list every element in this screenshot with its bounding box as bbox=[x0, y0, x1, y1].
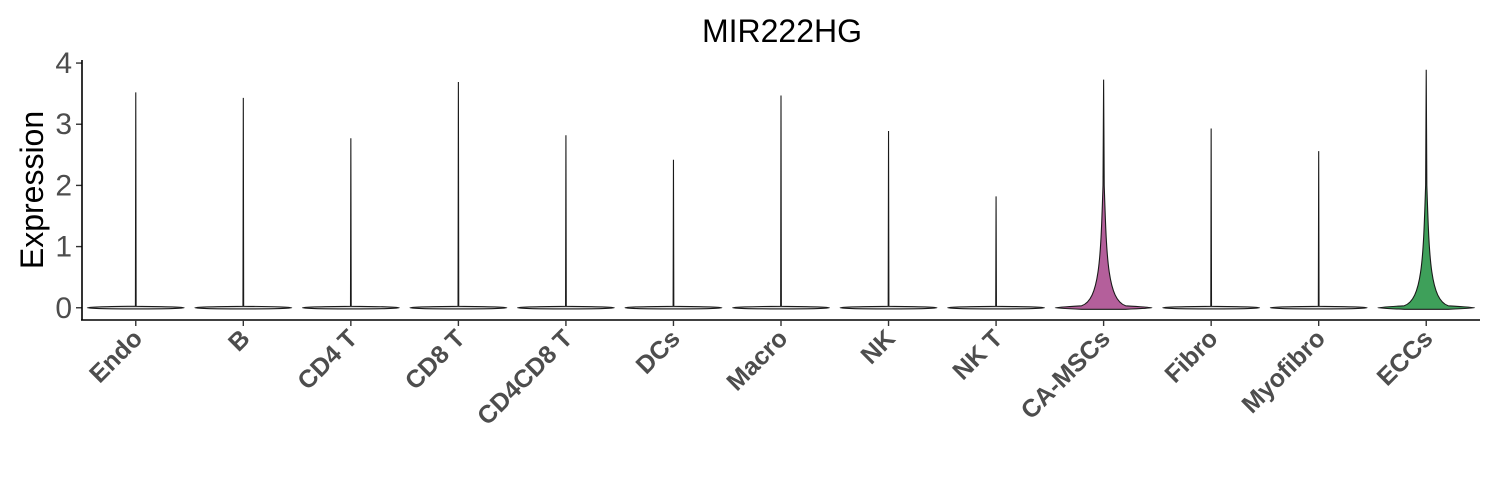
violin-cd4-t bbox=[301, 138, 400, 310]
violin-myofibro bbox=[1269, 151, 1368, 310]
violin-shape bbox=[732, 95, 830, 310]
y-tick-label: 2 bbox=[55, 169, 72, 202]
violin-shape bbox=[1269, 151, 1368, 310]
violin-shape bbox=[409, 82, 508, 310]
violin-shape bbox=[301, 138, 400, 310]
violin-cd4cd8-t bbox=[516, 135, 615, 310]
x-axis-ticks: Endo B CD4 T CD8 T CD4CD8 T DCs Macro NK NK T CA-… bbox=[84, 320, 1438, 431]
x-tick-label: NK bbox=[855, 324, 900, 369]
violin-shape bbox=[194, 97, 293, 310]
violin-nk-t bbox=[947, 196, 1046, 310]
chart-title: MIR222HG bbox=[702, 13, 862, 49]
violin-endo bbox=[86, 92, 185, 310]
violin-b bbox=[194, 97, 293, 310]
violin-macro bbox=[732, 95, 830, 310]
violin-eccs bbox=[1377, 69, 1476, 310]
y-axis-ticks: 0 1 2 3 4 bbox=[55, 47, 82, 325]
x-tick-label: NK T bbox=[947, 324, 1008, 385]
y-tick-label: 4 bbox=[55, 47, 72, 80]
x-tick-label: CD4 T bbox=[292, 324, 363, 395]
x-tick-label: CD8 T bbox=[400, 324, 471, 395]
x-tick-label: B bbox=[223, 324, 256, 357]
x-tick-label: DCs bbox=[631, 324, 686, 379]
x-tick-label: CA-MSCs bbox=[1016, 324, 1116, 424]
violin-shape bbox=[1162, 128, 1261, 310]
violin-nk bbox=[839, 130, 938, 310]
y-tick-label: 0 bbox=[55, 292, 72, 325]
violin-shape bbox=[516, 135, 615, 310]
x-tick-label: Macro bbox=[721, 324, 793, 396]
x-tick-label: Fibro bbox=[1159, 324, 1223, 388]
violin-shape bbox=[947, 196, 1046, 310]
x-tick-label: ECCs bbox=[1372, 324, 1439, 391]
violin-fibro bbox=[1162, 128, 1261, 310]
violin-shape bbox=[624, 159, 723, 310]
violin-group bbox=[86, 69, 1476, 310]
violin-shape bbox=[86, 92, 185, 310]
violin-shape bbox=[1054, 79, 1153, 310]
y-axis-label: Expression bbox=[14, 111, 50, 269]
x-tick-label: Myofibro bbox=[1237, 324, 1331, 418]
violin-shape bbox=[1377, 69, 1476, 310]
y-tick-label: 3 bbox=[55, 108, 72, 141]
y-tick-label: 1 bbox=[55, 231, 72, 264]
x-tick-label: CD4CD8 T bbox=[472, 324, 578, 430]
violin-cd8-t bbox=[409, 82, 508, 310]
x-tick-label: Endo bbox=[84, 324, 148, 388]
violin-dcs bbox=[624, 159, 723, 310]
violin-shape bbox=[839, 130, 938, 310]
violin-ca-mscs bbox=[1054, 79, 1153, 310]
